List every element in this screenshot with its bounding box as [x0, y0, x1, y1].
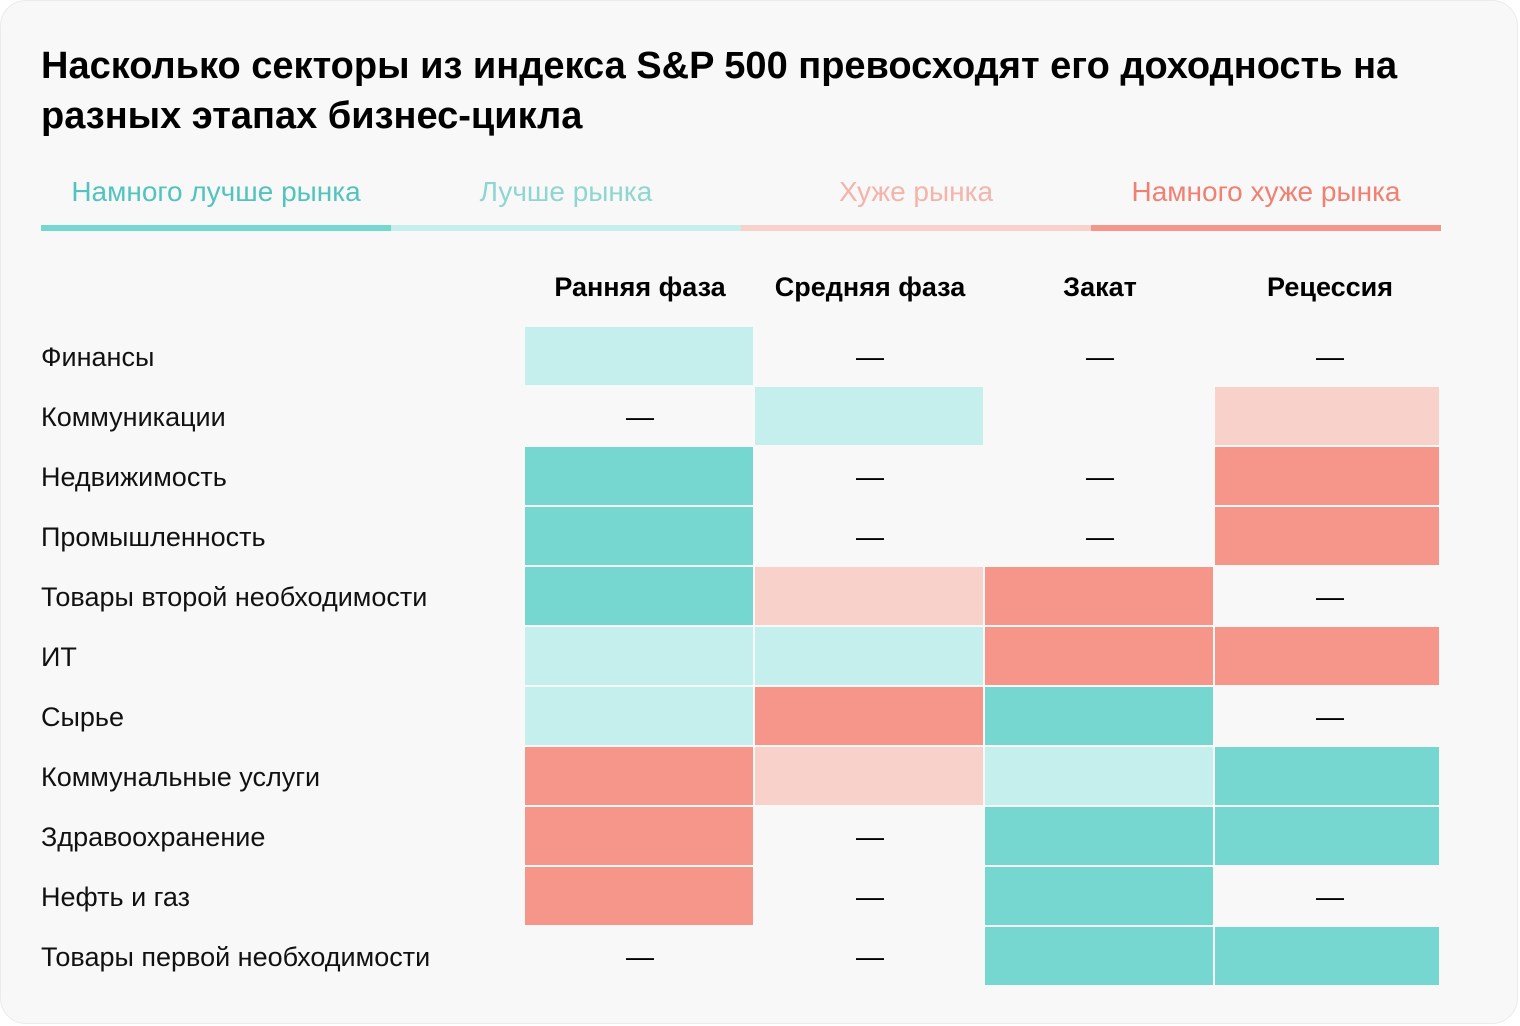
heatmap-cell-better — [985, 747, 1215, 807]
chart-title: Насколько секторы из индекса S&P 500 пре… — [41, 45, 1398, 137]
row-label: Коммуникации — [41, 402, 226, 432]
heatmap-cell-much-worse — [525, 747, 755, 807]
no-data-dash: — — [626, 941, 654, 972]
heatmap-cell-worse — [755, 747, 985, 807]
legend-label: Лучше рынка — [479, 176, 653, 207]
no-data-dash: — — [1086, 461, 1114, 492]
legend-item-much-better: Намного лучше рынка — [41, 167, 391, 231]
heatmap-cell-better — [525, 687, 755, 747]
row-label: Нефть и газ — [41, 882, 191, 912]
heatmap-cell-worse — [755, 567, 985, 627]
heatmap-cell-much-better — [525, 567, 755, 627]
row-label: Сырье — [41, 702, 125, 732]
row-label: Товары второй необходимости — [41, 582, 428, 612]
legend-swatch — [1091, 225, 1441, 231]
no-data-dash: — — [1316, 881, 1344, 912]
no-data-dash: — — [856, 521, 884, 552]
heatmap-cell-better — [755, 627, 985, 687]
legend-item-worse: Хуже рынка — [741, 167, 1091, 231]
heatmap-cell-much-better — [1215, 927, 1441, 987]
legend-swatch — [391, 225, 741, 231]
heatmap-cell-much-worse — [1215, 627, 1441, 687]
legend-item-better: Лучше рынка — [391, 167, 741, 231]
heatmap-cell-better — [525, 327, 755, 387]
no-data-dash: — — [1086, 341, 1114, 372]
no-data-dash: — — [856, 461, 884, 492]
heatmap-cell-better — [755, 387, 985, 447]
legend-label: Намного хуже рынка — [1131, 176, 1401, 207]
no-data-dash: — — [626, 401, 654, 432]
heatmap-cell-worse — [1215, 387, 1441, 447]
row-label: Финансы — [41, 342, 155, 372]
heatmap-cell-much-better — [525, 507, 755, 567]
row-label: Здравоохранение — [41, 822, 266, 852]
heatmap-cell-much-better — [985, 807, 1215, 867]
heatmap-cell-much-worse — [525, 867, 755, 927]
heatmap-cell-much-better — [985, 687, 1215, 747]
legend-item-much-worse: Намного хуже рынка — [1091, 167, 1441, 231]
legend-swatch — [741, 225, 1091, 231]
row-label: Товары первой необходимости — [41, 942, 431, 972]
no-data-dash: — — [856, 821, 884, 852]
column-header: Закат — [1063, 272, 1137, 302]
row-label: Коммунальные услуги — [41, 762, 321, 792]
no-data-dash: — — [1316, 341, 1344, 372]
column-header: Рецессия — [1267, 272, 1393, 302]
column-header: Средняя фаза — [774, 272, 966, 302]
legend-label: Намного лучше рынка — [71, 176, 361, 207]
row-label: Недвижимость — [41, 462, 227, 492]
heatmap-cell-much-worse — [1215, 507, 1441, 567]
heatmap-cell-much-better — [1215, 807, 1441, 867]
legend-swatch — [41, 225, 391, 231]
heatmap-cell-much-worse — [1215, 447, 1441, 507]
row-label: Промышленность — [41, 522, 266, 552]
heatmap-cell-much-worse — [755, 687, 985, 747]
column-header: Ранняя фаза — [554, 272, 726, 302]
no-data-dash: — — [1086, 521, 1114, 552]
row-label: ИТ — [41, 642, 77, 672]
heatmap-cell-much-better — [985, 927, 1215, 987]
heatmap-cell-much-worse — [985, 567, 1215, 627]
heatmap-cell-much-better — [525, 447, 755, 507]
no-data-dash: — — [856, 341, 884, 372]
no-data-dash: — — [1316, 581, 1344, 612]
heatmap-cell-better — [525, 627, 755, 687]
heatmap-cell-much-better — [1215, 747, 1441, 807]
no-data-dash: — — [1316, 701, 1344, 732]
no-data-dash: — — [856, 881, 884, 912]
heatmap-cell-much-worse — [985, 627, 1215, 687]
heatmap-cell-much-worse — [525, 807, 755, 867]
legend-label: Хуже рынка — [838, 176, 994, 207]
no-data-dash: — — [856, 941, 884, 972]
heatmap-cell-much-better — [985, 867, 1215, 927]
